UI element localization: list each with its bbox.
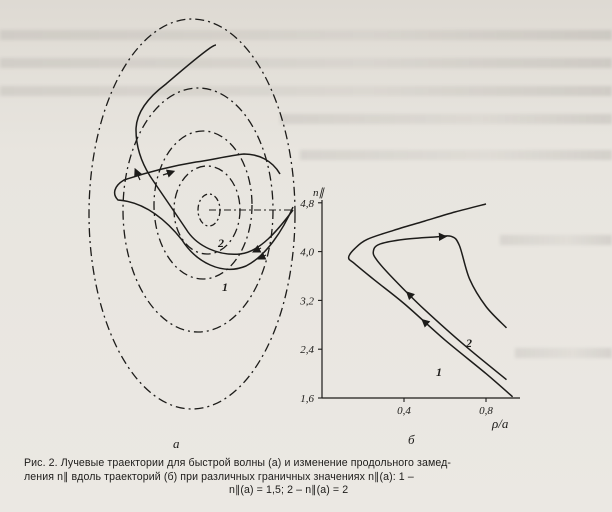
caption-line-2: ления n∥ вдоль траекторий (б) при различ… — [24, 470, 414, 483]
show-through-text-line — [0, 30, 612, 40]
ray-arrow — [256, 251, 267, 260]
caption-line-1: Рис. 2. Лучевые траектории для быстрой в… — [24, 457, 452, 469]
series-line-1 — [347, 203, 514, 398]
panel-a — [88, 18, 296, 410]
ray-arrow — [162, 169, 176, 178]
panel-a-curve-label-2: 2 — [217, 236, 224, 250]
panel-b-curve-label-2: 2 — [465, 336, 472, 350]
ray-trajectory-1 — [113, 153, 294, 270]
caption-line-3: n∥(a) = 1,5; 2 – n∥(a) = 2 — [229, 484, 349, 496]
show-through-text-line — [515, 348, 612, 358]
x-tick-label: 0,8 — [479, 405, 493, 417]
show-through-text-line — [280, 114, 612, 124]
panel-b-label: б — [408, 432, 415, 447]
panel-b: 1,6 2,4 3,2 4,0 4,8 0,4 0,8 — [299, 198, 520, 417]
panel-b-curve-label-1: 1 — [436, 365, 442, 379]
panel-a-curve-label-1: 1 — [222, 280, 228, 294]
show-through-text-line — [0, 86, 612, 96]
y-axis-label: n∥ — [313, 187, 326, 199]
y-tick-label: 1,6 — [300, 393, 314, 405]
x-tick-label: 0,4 — [397, 405, 411, 417]
series-line-2 — [372, 234, 508, 381]
panel-a-label: а — [173, 436, 180, 451]
chart-series — [347, 203, 514, 398]
show-through-text-line — [300, 150, 612, 160]
series-arrow-2 — [405, 291, 415, 301]
y-tick-label: 4,0 — [300, 247, 314, 259]
y-tick-label: 3,2 — [299, 295, 314, 307]
figure-caption: Рис. 2. Лучевые траектории для быстрой в… — [24, 457, 599, 498]
ray-arrow — [134, 167, 142, 181]
y-tick-label: 2,4 — [300, 344, 314, 356]
show-through-text-line — [500, 235, 612, 245]
flux-contour-2 — [153, 130, 253, 280]
ray-trajectory-2 — [135, 44, 294, 255]
boundary-contour-outer — [88, 18, 296, 410]
axis-ticks: 1,6 2,4 3,2 4,0 4,8 0,4 0,8 — [299, 198, 493, 417]
show-through-text-line — [0, 58, 612, 68]
x-axis-label: ρ/a — [491, 416, 509, 431]
y-tick-label: 4,8 — [300, 198, 314, 210]
series-arrow-1 — [421, 318, 431, 328]
ray-arrow — [251, 244, 262, 253]
